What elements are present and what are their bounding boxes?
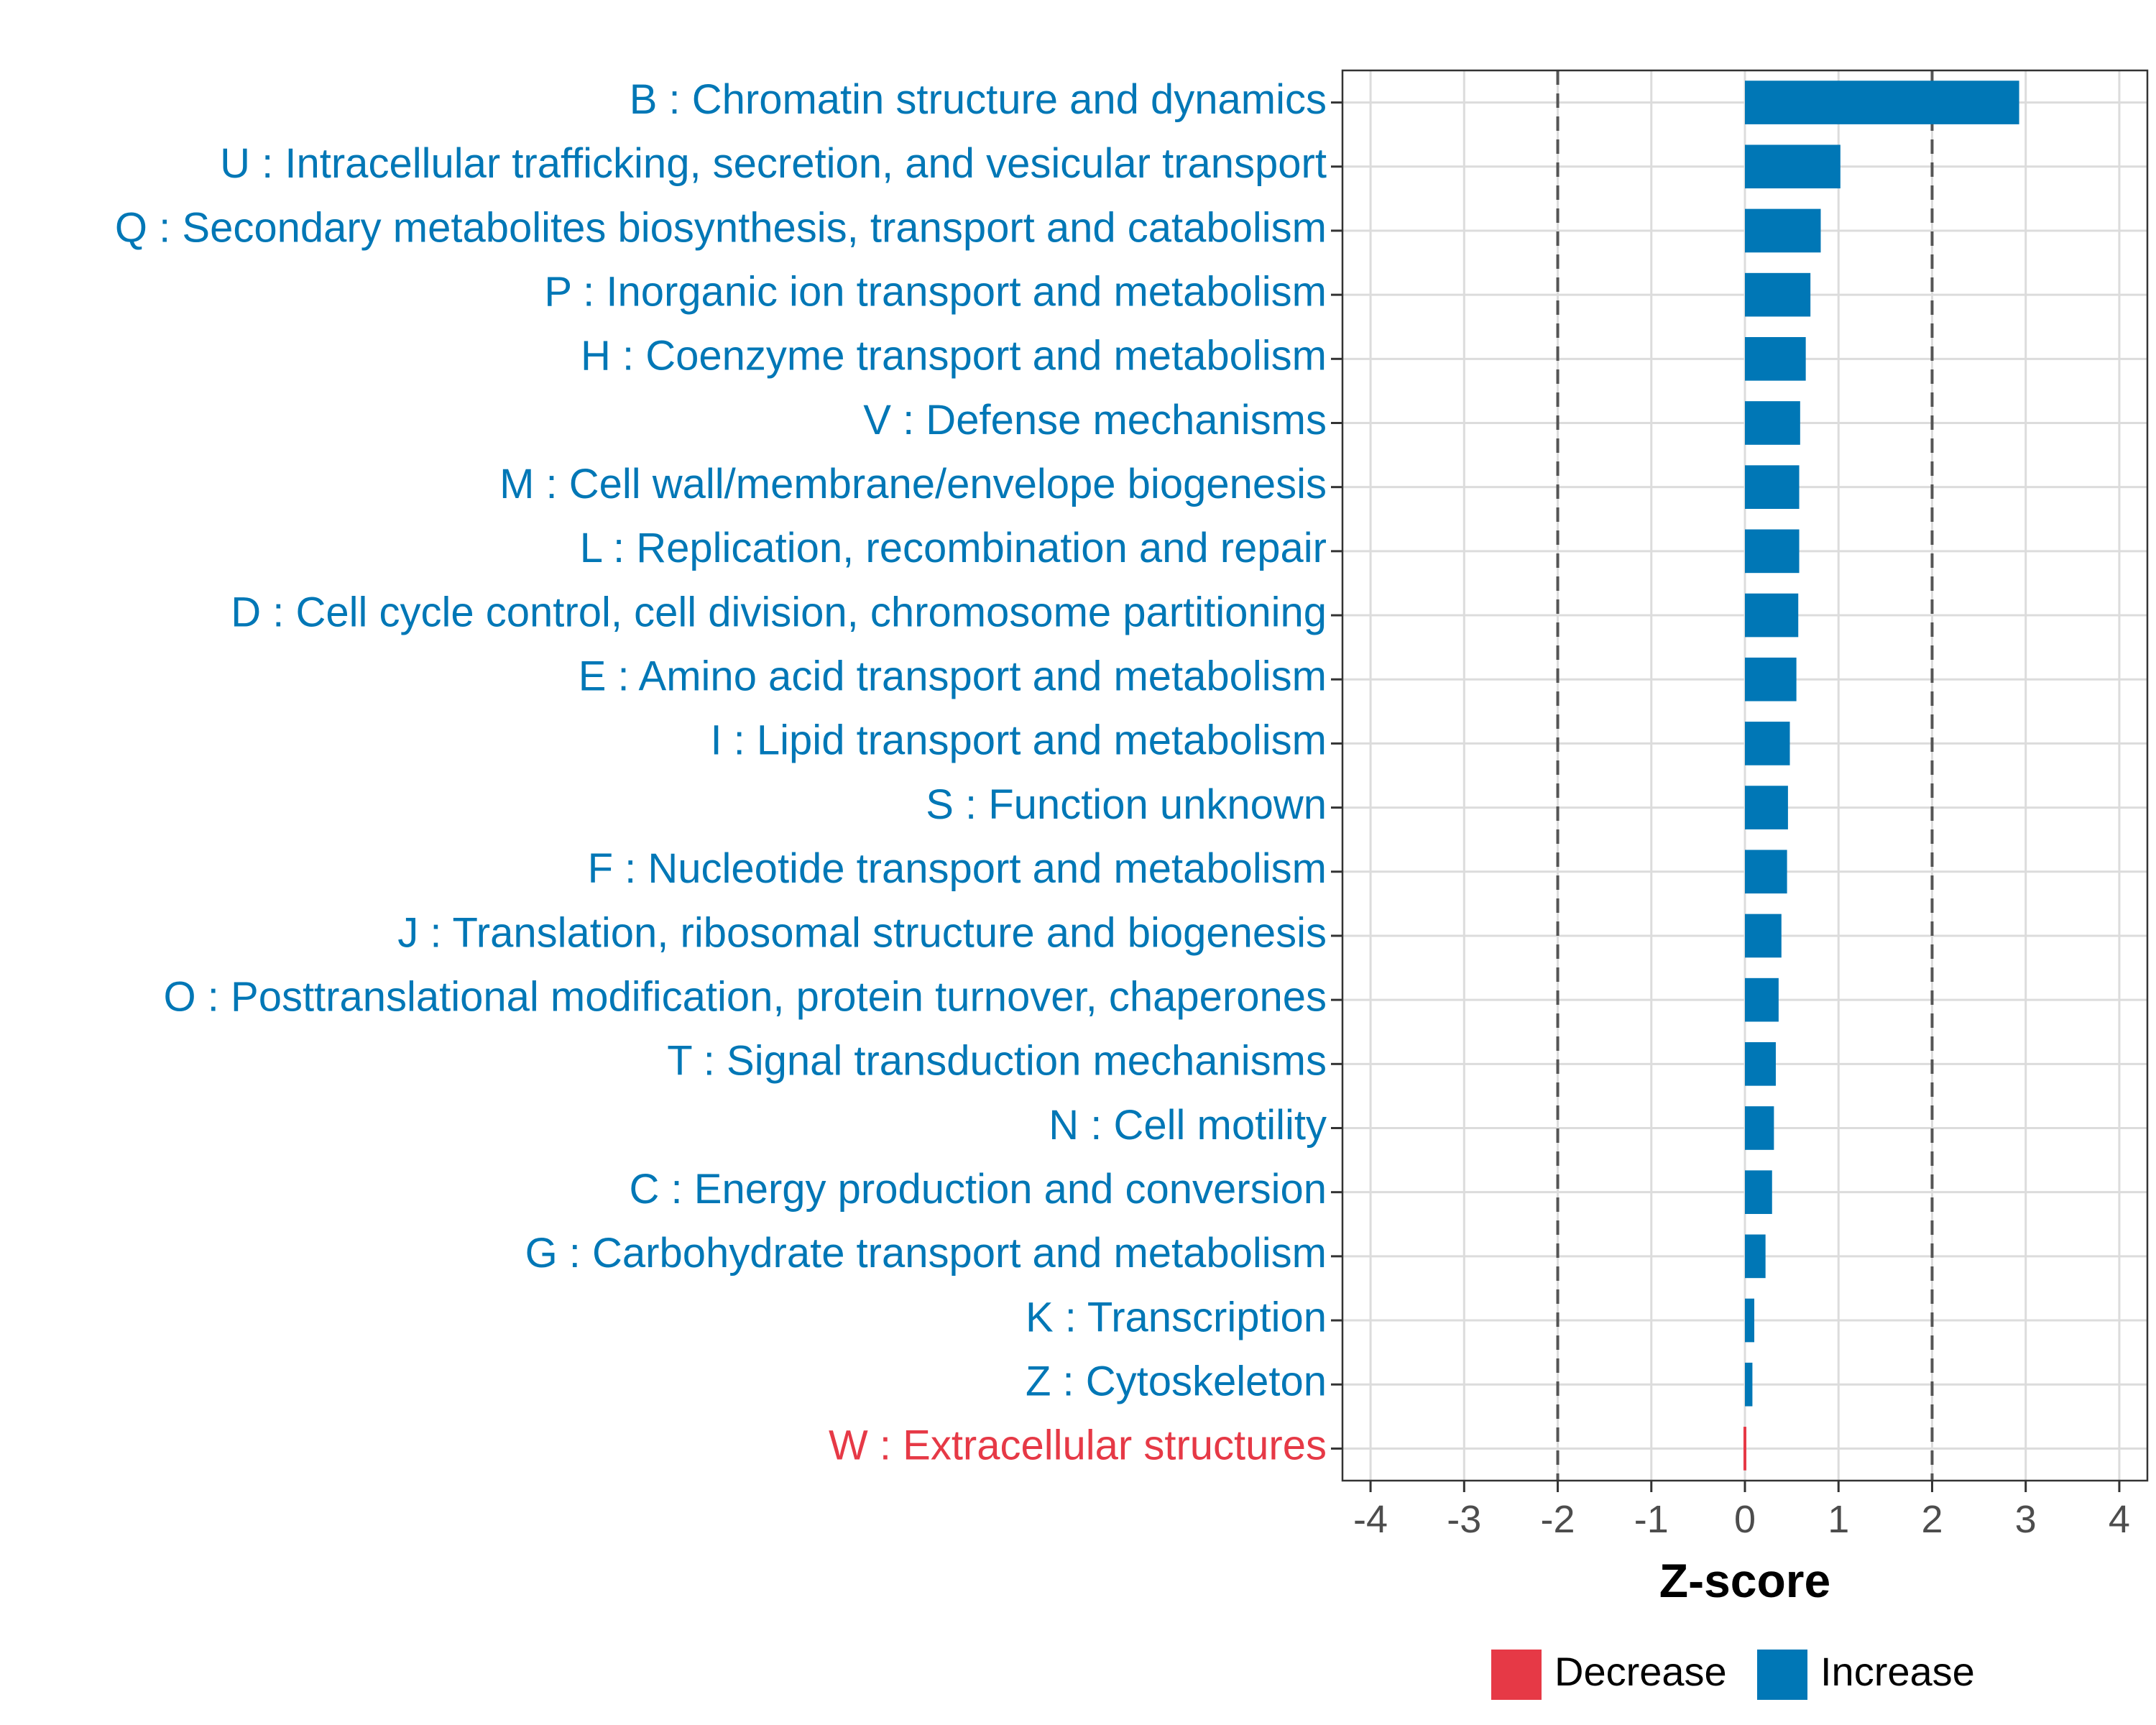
bar xyxy=(1745,144,1841,189)
bar xyxy=(1745,1170,1772,1215)
category-label: C : Energy production and conversion xyxy=(630,1166,1327,1213)
bar xyxy=(1745,722,1790,765)
category-label: Q : Secondary metabolites biosynthesis, … xyxy=(115,204,1327,251)
category-label: D : Cell cycle control, cell division, c… xyxy=(231,589,1327,635)
category-label: E : Amino acid transport and metabolism xyxy=(579,653,1327,700)
x-tick-label: 2 xyxy=(1921,1498,1943,1541)
y-axis-labels: B : Chromatin structure and dynamics U : … xyxy=(115,76,1327,1469)
legend-swatch xyxy=(1757,1650,1807,1700)
legend-label: Decrease xyxy=(1554,1649,1727,1694)
bar xyxy=(1745,1362,1753,1407)
x-tick-label: -1 xyxy=(1634,1498,1669,1541)
bar xyxy=(1745,593,1799,638)
bar xyxy=(1745,850,1787,894)
bar xyxy=(1745,786,1788,829)
category-label: I : Lipid transport and metabolism xyxy=(710,717,1327,764)
category-label: B : Chromatin structure and dynamics xyxy=(630,76,1327,123)
y-axis-ticks xyxy=(1331,101,1342,1450)
bar xyxy=(1745,1298,1755,1343)
legend-label: Increase xyxy=(1820,1649,1975,1694)
category-label: G : Carbohydrate transport and metabolis… xyxy=(525,1230,1327,1276)
category-label: P : Inorganic ion transport and metaboli… xyxy=(544,268,1327,315)
category-label: H : Coenzyme transport and metabolism xyxy=(581,333,1327,380)
bar xyxy=(1745,80,2019,124)
x-tick-label: 3 xyxy=(2015,1498,2037,1541)
x-tick-label: 4 xyxy=(2109,1498,2130,1541)
x-axis-title: Z-score xyxy=(1659,1554,1830,1607)
category-label: T : Signal transduction mechanisms xyxy=(667,1038,1327,1085)
category-label: W : Extracellular structures xyxy=(829,1422,1327,1469)
reference-lines xyxy=(1556,70,1934,1481)
bar xyxy=(1745,657,1797,702)
category-label: M : Cell wall/membrane/envelope biogenes… xyxy=(499,461,1327,507)
category-label: O : Posttranslational modification, prot… xyxy=(164,973,1327,1020)
category-label: V : Defense mechanisms xyxy=(863,397,1327,443)
bar xyxy=(1743,1427,1746,1471)
legend: Decrease Increase xyxy=(1491,1649,1975,1700)
x-tick-label: 1 xyxy=(1828,1498,1849,1541)
category-label: F : Nucleotide transport and metabolism xyxy=(588,845,1327,892)
bar xyxy=(1745,336,1806,381)
category-label: K : Transcription xyxy=(1026,1294,1327,1340)
x-tick-label: -2 xyxy=(1541,1498,1575,1541)
bar xyxy=(1745,529,1800,574)
x-axis-ticks: -4 -3 -2 -1 0 1 2 3 4 xyxy=(1353,1481,2130,1541)
category-label: S : Function unknown xyxy=(926,781,1327,828)
category-label: U : Intracellular trafficking, secretion… xyxy=(220,140,1327,187)
category-label: J : Translation, ribosomal structure and… xyxy=(397,909,1327,956)
x-tick-label: -4 xyxy=(1353,1498,1388,1541)
bar xyxy=(1745,1041,1776,1086)
bar xyxy=(1745,1106,1774,1150)
category-label: Z : Cytoskeleton xyxy=(1026,1358,1327,1405)
bar xyxy=(1745,208,1821,253)
bars xyxy=(1743,80,2019,1471)
legend-swatch xyxy=(1491,1650,1542,1700)
x-tick-label: 0 xyxy=(1734,1498,1756,1541)
bar xyxy=(1745,272,1811,317)
bar xyxy=(1745,1234,1766,1279)
x-tick-label: -3 xyxy=(1447,1498,1481,1541)
bar xyxy=(1745,401,1800,445)
category-label: N : Cell motility xyxy=(1049,1102,1327,1149)
bar xyxy=(1745,914,1782,958)
category-label: L : Replication, recombination and repai… xyxy=(580,525,1327,571)
bar xyxy=(1745,465,1800,510)
bar xyxy=(1745,978,1779,1022)
